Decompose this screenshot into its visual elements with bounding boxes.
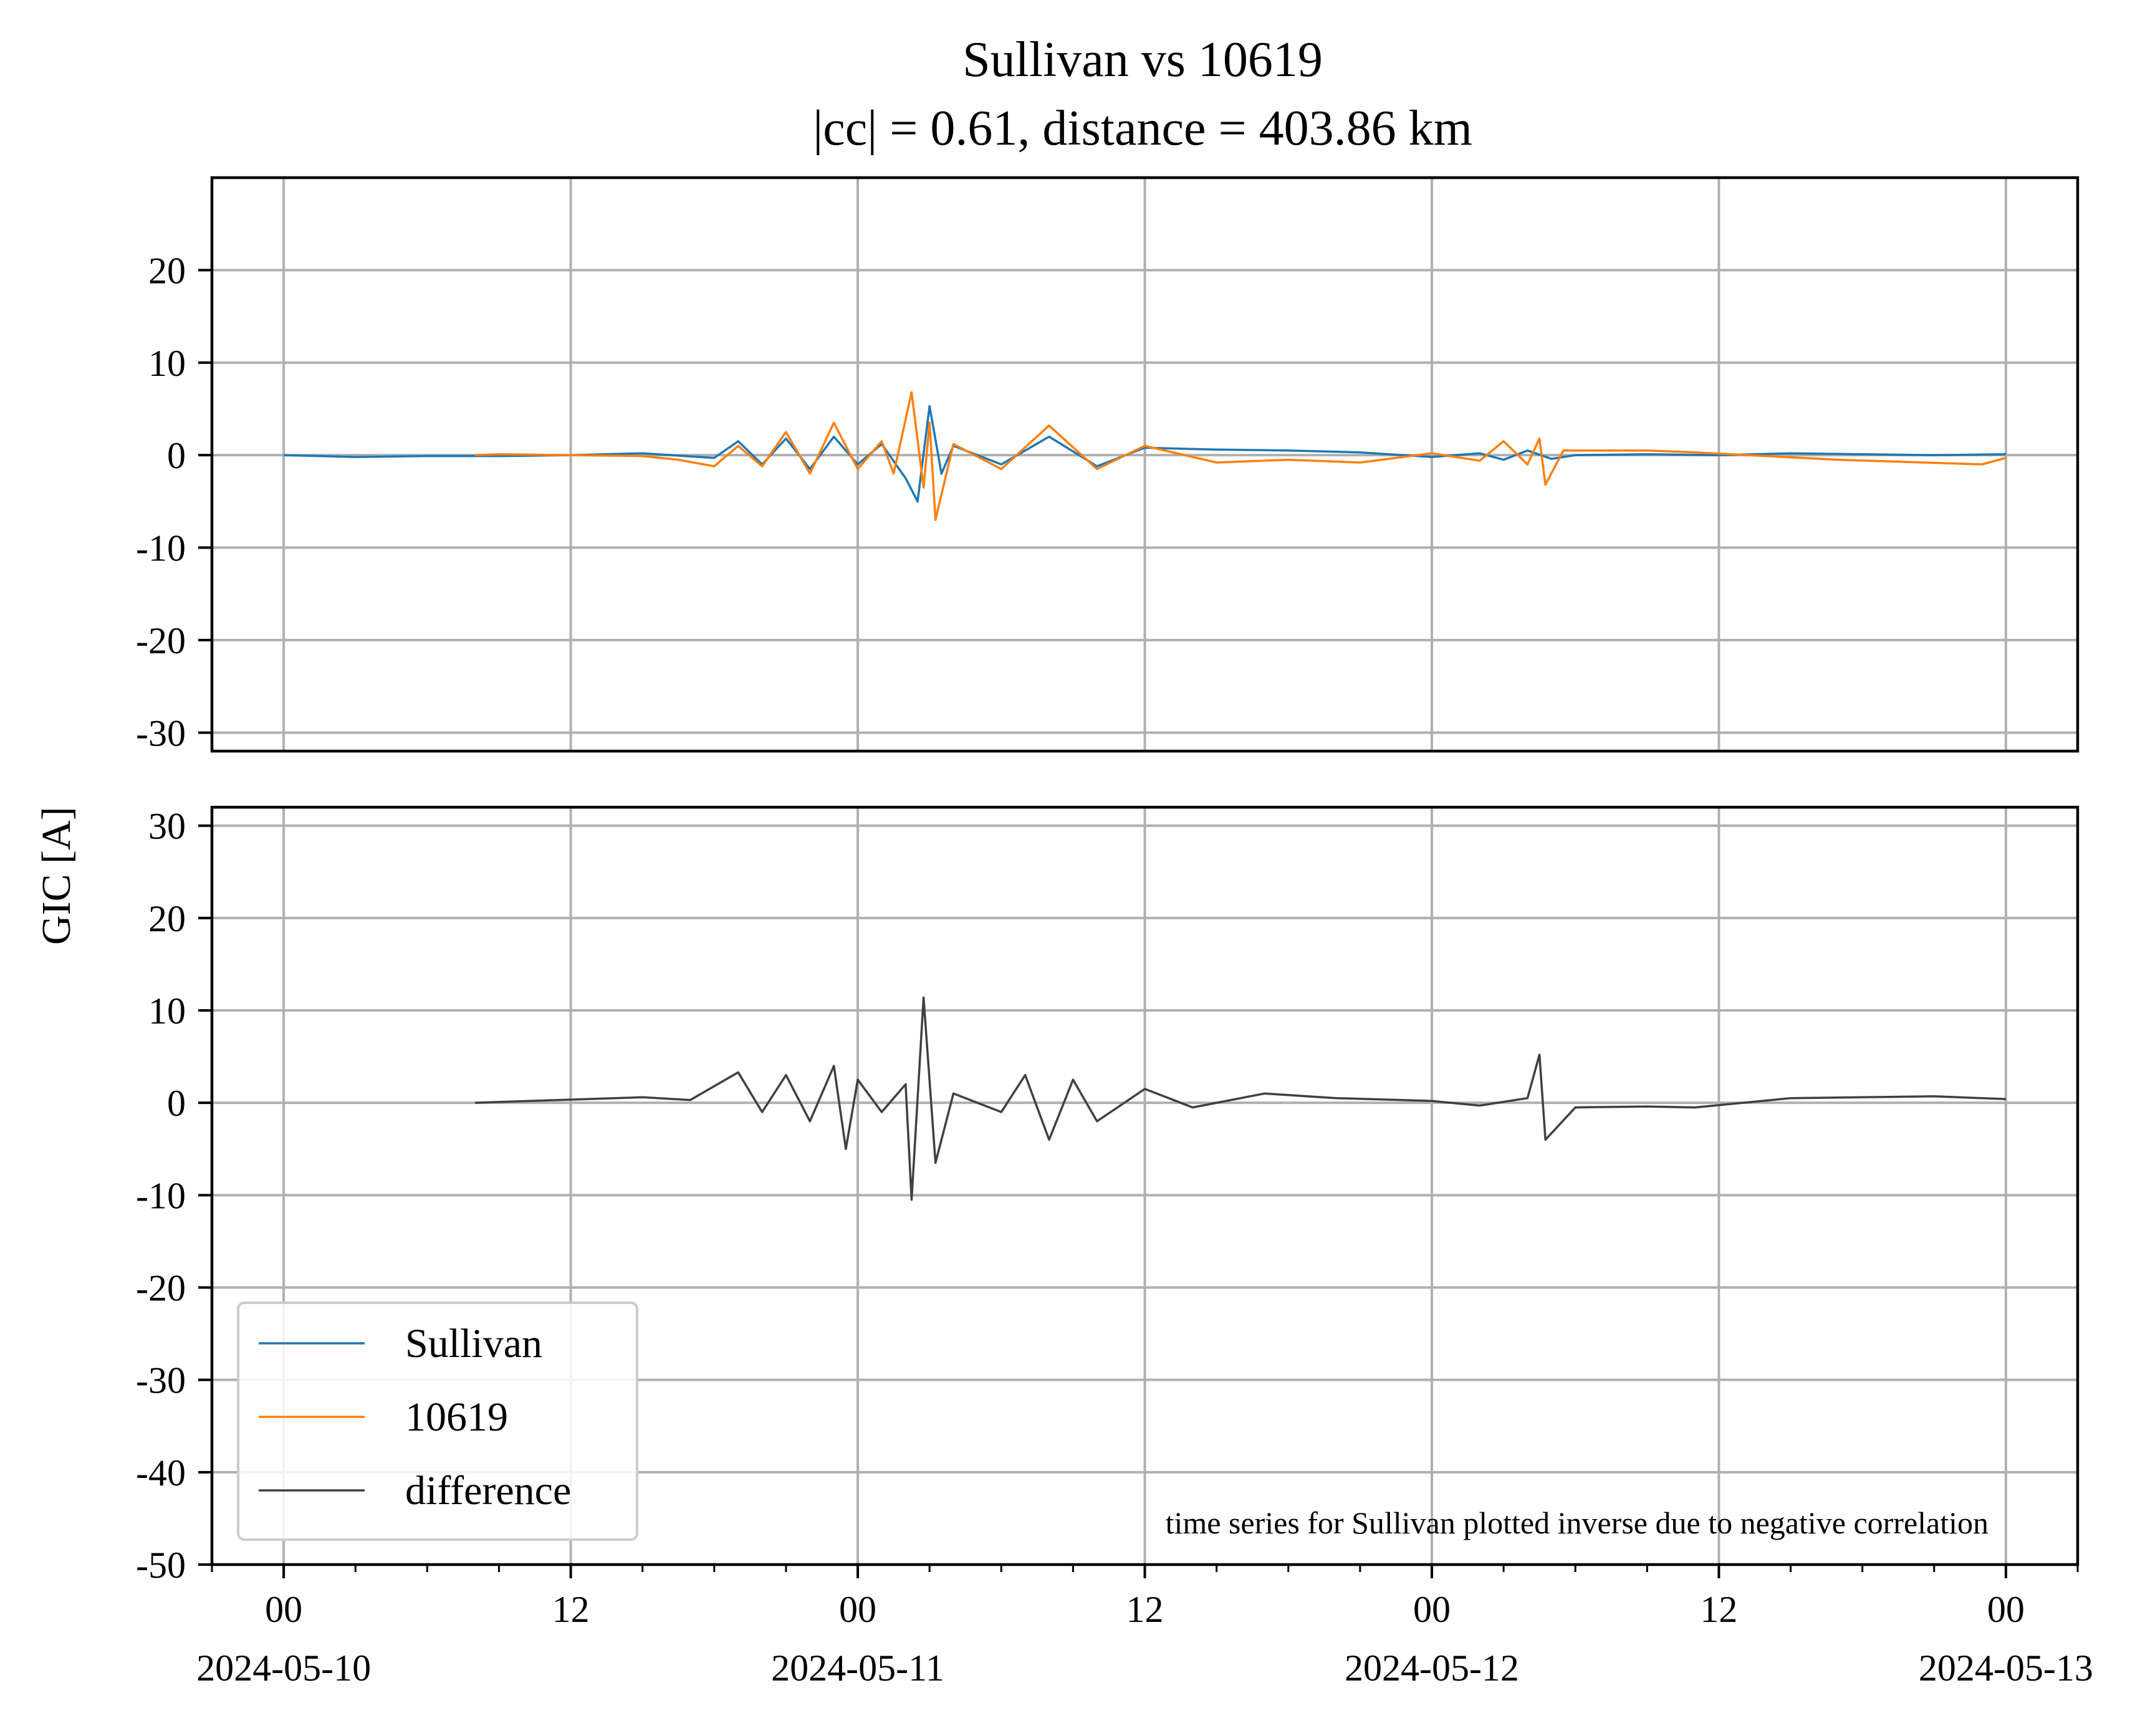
y-tick-label: -30	[136, 712, 186, 754]
y-tick-label: -10	[136, 528, 186, 569]
y-tick-label: -10	[136, 1175, 186, 1216]
y-tick-label: 0	[167, 1083, 186, 1124]
legend: Sullivan 10619 difference	[237, 1302, 638, 1541]
plot-panels: -30 -20 -10 0 10 20 -50 -40 -30 -20 -10 0 10 20 30 00 20…	[136, 176, 2093, 1689]
x-tick-date-label: 2024-05-10	[196, 1647, 371, 1689]
x-tick-hour-label: 12	[1126, 1589, 1164, 1630]
y-tick-label: -20	[136, 1267, 186, 1308]
x-tick-hour-label: 00	[839, 1589, 876, 1630]
series-line-10619	[475, 391, 2007, 521]
chart-title: Sullivan vs 10619	[962, 32, 1323, 87]
x-tick-hour-label: 00	[265, 1589, 302, 1630]
series-line-difference	[475, 996, 2006, 1201]
x-tick-hour-label: 12	[1700, 1589, 1737, 1630]
y-tick-label: 30	[148, 806, 186, 847]
legend-label-10619: 10619	[405, 1394, 508, 1440]
x-tick-hour-label: 00	[1987, 1589, 2025, 1630]
plot-frame	[210, 176, 2080, 753]
y-axis-label: GIC [A]	[34, 807, 79, 945]
x-tick-hour-label: 00	[1413, 1589, 1451, 1630]
legend-box	[237, 1302, 638, 1541]
x-tick-date-label: 2024-05-12	[1345, 1647, 1519, 1689]
y-tick-label: 0	[167, 435, 186, 476]
series-line-sullivan	[284, 405, 2006, 503]
chart-subtitle: |cc| = 0.61, distance = 403.86 km	[813, 101, 1472, 156]
y-tick-label: 10	[148, 990, 186, 1032]
y-tick-label: 20	[148, 250, 186, 291]
y-tick-label: -20	[136, 620, 186, 661]
y-tick-label: 10	[148, 343, 186, 384]
x-tick-hour-label: 12	[552, 1589, 590, 1630]
y-tick-label: 20	[148, 898, 186, 939]
y-tick-label: -50	[136, 1545, 186, 1586]
legend-label-sullivan: Sullivan	[405, 1321, 542, 1366]
x-tick-date-label: 2024-05-11	[771, 1647, 944, 1689]
y-tick-label: -40	[136, 1452, 186, 1494]
y-tick-label: -30	[136, 1360, 186, 1401]
annotation-text: time series for Sullivan plotted inverse…	[1166, 1505, 1989, 1540]
legend-label-difference: difference	[405, 1468, 571, 1513]
x-tick-date-label: 2024-05-13	[1919, 1647, 2093, 1689]
